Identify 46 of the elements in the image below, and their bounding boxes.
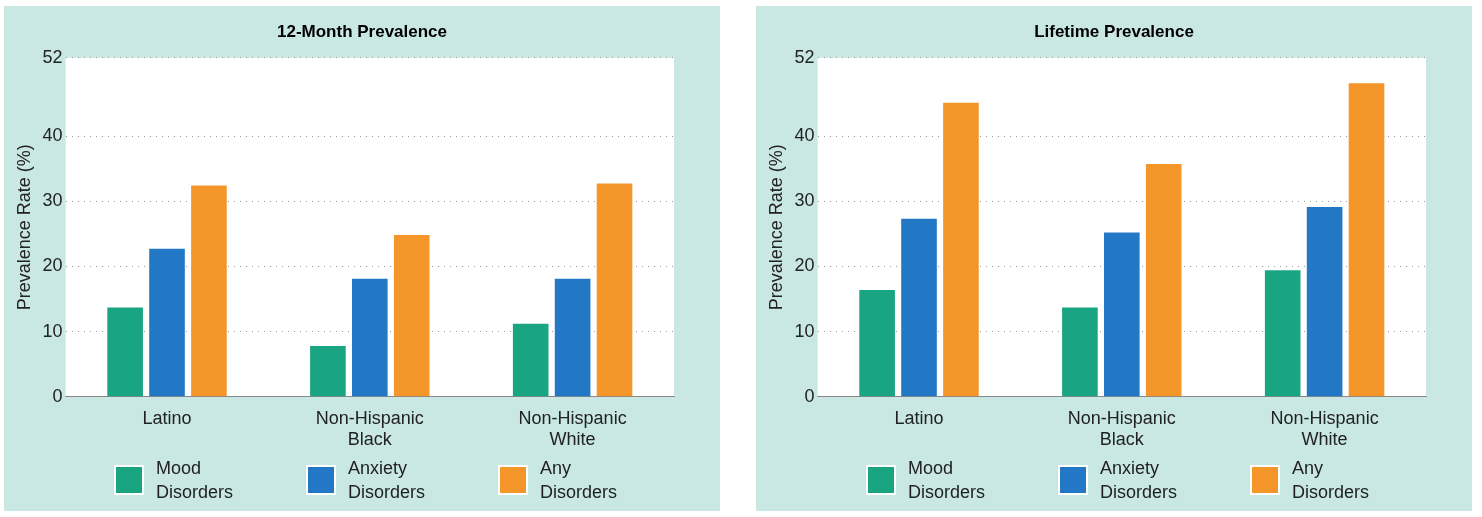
bar — [1062, 307, 1098, 397]
y-tick-label: 0 — [52, 385, 63, 406]
y-tick-label: 52 — [794, 46, 815, 67]
chart-title: 12-Month Prevalence — [275, 21, 449, 43]
y-tick-label: 30 — [42, 190, 63, 211]
bar — [1306, 207, 1343, 397]
bar — [554, 278, 591, 397]
x-tick-label: Non-Hispanic Black — [315, 407, 424, 450]
x-tick-label: Non-Hispanic Black — [1067, 407, 1176, 450]
legend-label: Mood Disorders — [156, 457, 235, 504]
chart-title: Lifetime Prevalence — [1033, 21, 1195, 43]
x-tick-label: Latino — [142, 407, 192, 428]
bar — [943, 102, 979, 397]
y-tick-label: 20 — [794, 255, 815, 276]
legend-label: Any Disorders — [540, 457, 619, 504]
y-tick-label: 52 — [42, 46, 63, 67]
bar — [596, 183, 633, 397]
bar — [901, 218, 937, 397]
bar — [1348, 83, 1385, 397]
y-tick-label: 40 — [794, 125, 815, 145]
bar — [1104, 232, 1140, 397]
y-tick-label: 30 — [794, 190, 815, 211]
bar — [107, 307, 143, 397]
bar — [393, 235, 430, 397]
y-tick-label: 0 — [804, 385, 815, 406]
bar — [1145, 164, 1182, 397]
legend-label: Anxiety Disorders — [348, 457, 427, 504]
bar — [310, 345, 346, 397]
bar — [1264, 270, 1301, 397]
legend-label: Any Disorders — [1292, 457, 1371, 504]
y-tick-label: 10 — [794, 320, 815, 341]
y-axis-title: Prevalence Rate (%) — [13, 144, 34, 311]
legend-label: Mood Disorders — [908, 457, 987, 504]
y-axis-title: Prevalence Rate (%) — [765, 144, 786, 311]
x-tick-label: Non-Hispanic White — [518, 407, 627, 450]
legend-label: Anxiety Disorders — [1100, 457, 1179, 504]
bar — [512, 323, 549, 397]
bar — [149, 248, 185, 397]
y-tick-label: 40 — [42, 125, 63, 145]
bar — [352, 278, 388, 397]
x-tick-label: Latino — [894, 407, 944, 428]
y-tick-label: 20 — [42, 255, 63, 276]
bar — [191, 185, 227, 397]
y-tick-label: 10 — [42, 320, 63, 341]
x-tick-label: Non-Hispanic White — [1270, 407, 1379, 450]
bar — [859, 289, 895, 397]
